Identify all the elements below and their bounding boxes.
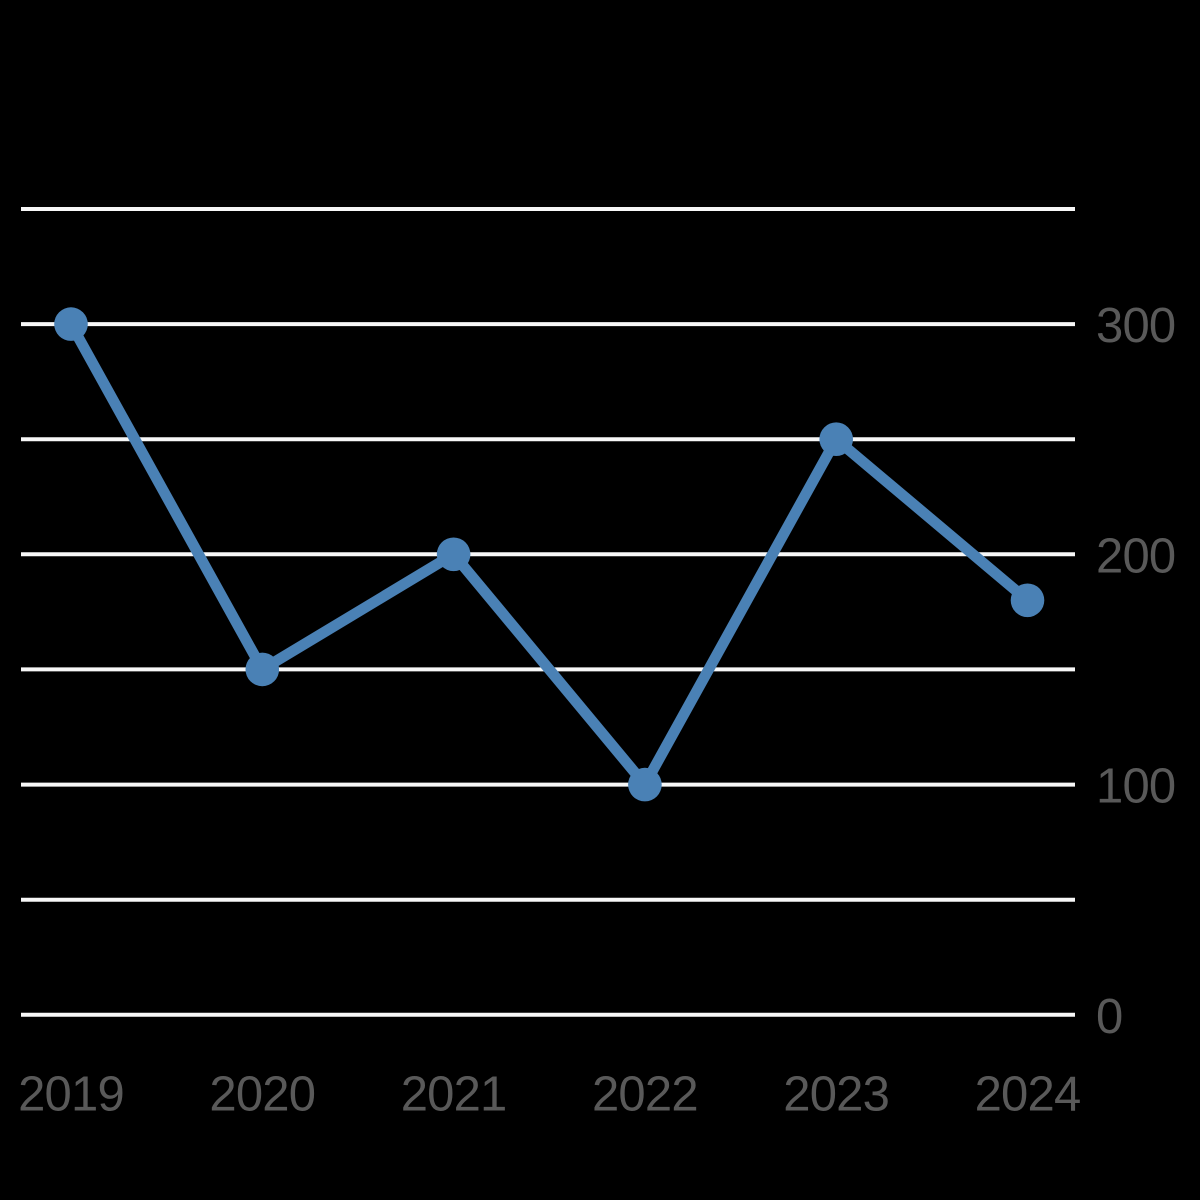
svg-text:300: 300 (1096, 299, 1175, 353)
svg-text:2021: 2021 (401, 1068, 507, 1122)
svg-text:2023: 2023 (783, 1068, 889, 1122)
svg-text:0: 0 (1096, 990, 1122, 1044)
svg-text:2019: 2019 (18, 1068, 124, 1122)
svg-text:2022: 2022 (592, 1068, 698, 1122)
svg-text:200: 200 (1096, 529, 1175, 583)
svg-text:2024: 2024 (975, 1068, 1081, 1122)
svg-text:100: 100 (1096, 760, 1175, 814)
svg-text:2020: 2020 (209, 1068, 315, 1122)
